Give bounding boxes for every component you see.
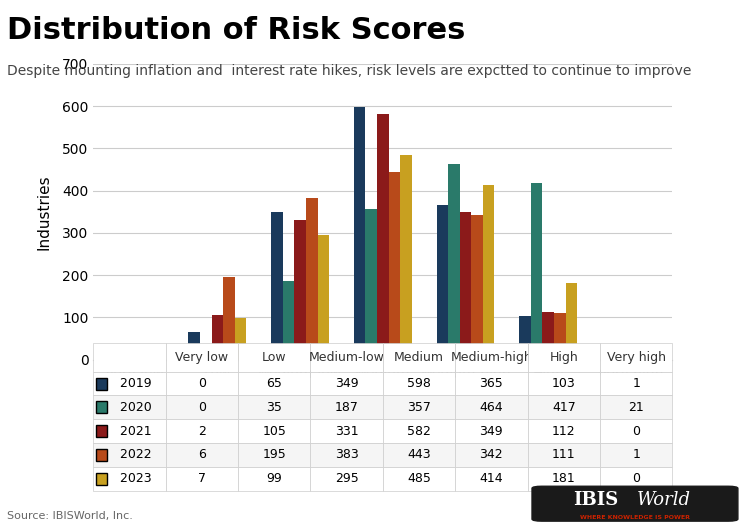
Text: Despite mounting inflation and  interest rate hikes, risk levels are expctted to: Despite mounting inflation and interest …: [7, 64, 692, 78]
Bar: [306, 198, 317, 360]
Bar: [531, 184, 542, 360]
Bar: [471, 215, 483, 360]
Text: Source: IBISWorld, Inc.: Source: IBISWorld, Inc.: [7, 511, 134, 521]
Bar: [294, 220, 306, 360]
Bar: [317, 235, 329, 360]
Bar: [211, 315, 223, 360]
Bar: [223, 277, 235, 360]
Bar: [365, 209, 377, 360]
Bar: [271, 212, 283, 360]
FancyBboxPatch shape: [96, 449, 107, 461]
FancyBboxPatch shape: [532, 486, 738, 521]
Text: Distribution of Risk Scores: Distribution of Risk Scores: [7, 16, 466, 45]
Bar: [542, 312, 554, 360]
Bar: [188, 332, 200, 360]
FancyBboxPatch shape: [96, 378, 107, 389]
Bar: [377, 114, 388, 360]
Bar: [200, 345, 211, 360]
Text: IBIS: IBIS: [574, 491, 619, 509]
Bar: [152, 357, 164, 360]
Text: WHERE KNOWLEDGE IS POWER: WHERE KNOWLEDGE IS POWER: [580, 515, 690, 520]
Bar: [483, 185, 495, 360]
FancyBboxPatch shape: [96, 402, 107, 413]
Bar: [459, 212, 471, 360]
Bar: [235, 318, 247, 360]
Bar: [613, 351, 625, 360]
Bar: [400, 155, 412, 360]
FancyBboxPatch shape: [96, 425, 107, 437]
Bar: [388, 172, 400, 360]
Bar: [140, 357, 152, 360]
Bar: [554, 313, 565, 360]
FancyBboxPatch shape: [96, 473, 107, 485]
Bar: [565, 283, 577, 360]
Bar: [519, 316, 531, 360]
Bar: [283, 281, 294, 360]
Bar: [448, 163, 459, 360]
Bar: [436, 205, 448, 360]
Bar: [129, 359, 140, 360]
Text: World: World: [637, 491, 691, 509]
Y-axis label: Industries: Industries: [36, 174, 51, 250]
Bar: [354, 107, 365, 360]
